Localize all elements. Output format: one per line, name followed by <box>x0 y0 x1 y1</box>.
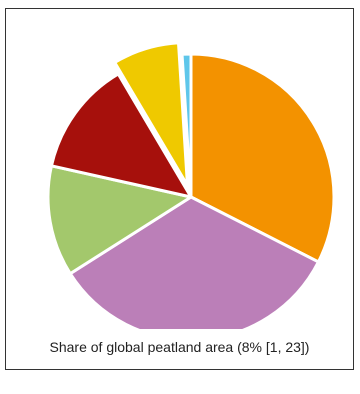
pie-chart <box>46 41 336 329</box>
chart-frame: Share of global peatland area (8% [1, 23… <box>5 8 354 370</box>
pie-slice-3 <box>46 164 193 276</box>
pie-slice-2 <box>68 195 320 329</box>
chart-caption: Share of global peatland area (8% [1, 23… <box>49 339 310 355</box>
pie-slice-1 <box>189 52 336 264</box>
pie-slice-6 <box>180 52 193 199</box>
pie-slice-5 <box>113 41 189 188</box>
pie-slices <box>46 41 336 329</box>
pie-slice-4 <box>49 72 193 199</box>
